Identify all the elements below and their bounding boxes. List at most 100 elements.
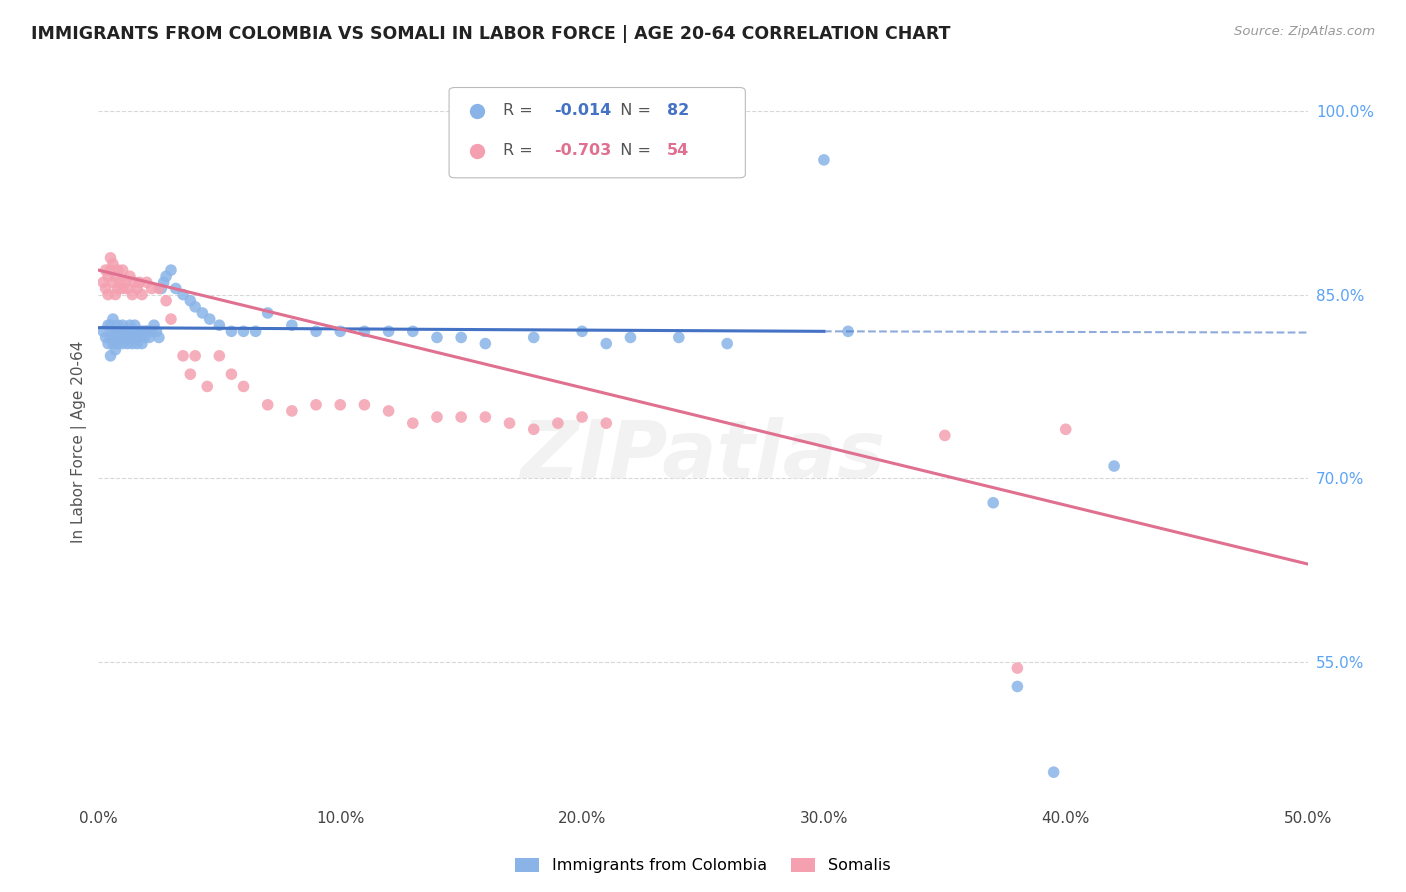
Point [668, 330, 690, 344]
Point [124, 330, 146, 344]
Point [179, 293, 201, 308]
Point [256, 398, 278, 412]
Point [141, 324, 163, 338]
Point [813, 153, 835, 167]
Point [402, 324, 425, 338]
Point [94, 330, 117, 344]
Point [232, 324, 254, 338]
Point [426, 330, 449, 344]
Point [111, 336, 134, 351]
Point [128, 276, 150, 290]
Point [100, 330, 122, 344]
Point [111, 330, 134, 344]
Point [117, 324, 139, 338]
Point [124, 318, 146, 333]
Point [135, 324, 157, 338]
Text: N =: N = [610, 103, 657, 119]
Point [118, 318, 141, 333]
Point [523, 330, 546, 344]
Point [97, 269, 120, 284]
Text: -0.014: -0.014 [554, 103, 612, 119]
Point [97, 287, 120, 301]
Point [100, 318, 122, 333]
Point [111, 281, 134, 295]
Point [118, 330, 141, 344]
Point [135, 276, 157, 290]
Point [104, 324, 127, 338]
Point [101, 257, 124, 271]
Point [450, 410, 472, 425]
Point [547, 416, 569, 430]
Text: 54: 54 [666, 144, 689, 158]
Point [474, 410, 496, 425]
Point [114, 276, 136, 290]
Point [155, 293, 177, 308]
Point [134, 330, 156, 344]
Point [221, 367, 243, 381]
Point [619, 330, 641, 344]
Point [111, 318, 134, 333]
Point [716, 336, 738, 351]
Point [450, 330, 472, 344]
Point [155, 269, 177, 284]
Point [150, 281, 173, 295]
Point [1054, 422, 1077, 436]
Point [402, 416, 425, 430]
Point [595, 336, 617, 351]
Point [934, 428, 956, 442]
Point [118, 269, 141, 284]
Point [104, 330, 127, 344]
Point [97, 336, 120, 351]
Point [148, 281, 170, 295]
Point [1007, 680, 1029, 694]
Point [329, 398, 352, 412]
Point [121, 287, 143, 301]
Point [94, 263, 117, 277]
Point [127, 336, 149, 351]
Point [172, 287, 194, 301]
Text: ZIPatlas: ZIPatlas [520, 417, 886, 495]
Point [101, 312, 124, 326]
Text: N =: N = [610, 144, 657, 158]
Point [131, 324, 153, 338]
Point [184, 349, 207, 363]
Point [426, 410, 449, 425]
Point [101, 324, 124, 338]
Point [114, 330, 136, 344]
Point [108, 276, 131, 290]
Point [981, 496, 1004, 510]
Text: R =: R = [503, 144, 538, 158]
Point [124, 276, 146, 290]
Point [100, 263, 122, 277]
Point [571, 324, 593, 338]
FancyBboxPatch shape [449, 87, 745, 178]
Point [184, 300, 207, 314]
Point [353, 398, 375, 412]
Point [114, 324, 136, 338]
Point [143, 318, 166, 333]
Text: -0.703: -0.703 [554, 144, 612, 158]
Point [1042, 765, 1064, 780]
Point [305, 324, 328, 338]
Point [134, 324, 156, 338]
Point [179, 367, 201, 381]
Point [107, 263, 129, 277]
Point [329, 324, 352, 338]
Point [191, 306, 214, 320]
Text: Source: ZipAtlas.com: Source: ZipAtlas.com [1234, 25, 1375, 38]
Point [1102, 458, 1125, 473]
Point [91, 276, 114, 290]
Point [135, 324, 157, 338]
Point [117, 281, 139, 295]
Point [256, 306, 278, 320]
Point [208, 349, 231, 363]
Point [305, 398, 328, 412]
Point [198, 312, 221, 326]
Point [141, 281, 163, 295]
Point [281, 318, 304, 333]
Point [91, 324, 114, 338]
Point [108, 324, 131, 338]
Point [595, 416, 617, 430]
Point [97, 318, 120, 333]
Point [107, 324, 129, 338]
